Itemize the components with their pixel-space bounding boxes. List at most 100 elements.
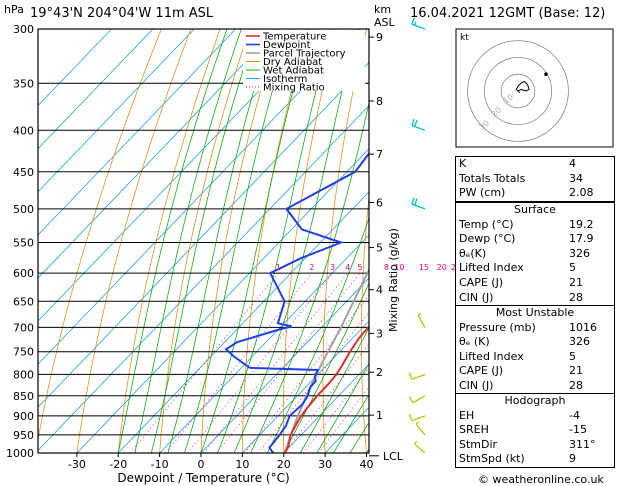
- height-unit-label-asl: ASL: [374, 16, 396, 29]
- mu-value: 5: [569, 349, 576, 363]
- wind-barb: [415, 421, 426, 436]
- indices-table: K 4 Totals Totals 34 PW (cm) 2.08: [455, 156, 615, 202]
- isotherm-line: [159, 234, 369, 453]
- mu-row: CAPE (J) 21: [456, 364, 614, 379]
- pressure-label: 900: [13, 410, 34, 423]
- hodo-label: SREH: [459, 423, 489, 437]
- mixing-ratio-axis-label: Mixing Ratio (g/kg): [387, 228, 400, 332]
- isotherm-line: [200, 277, 369, 453]
- height-tick-label: 1: [376, 409, 383, 422]
- isotherm-line: [38, 29, 278, 279]
- wind-barb-flag: [408, 396, 414, 404]
- hodograph-unit-label: kt: [460, 33, 469, 43]
- legend-background: [243, 30, 365, 91]
- surface-label: Temp (°C): [459, 217, 514, 231]
- wind-barb-flag: [411, 197, 415, 205]
- isotherm-line: [76, 148, 369, 453]
- mu-row: Pressure (mb) 1016: [456, 321, 614, 336]
- skewt-axes: 1234581015202530035040045050055060065070…: [4, 3, 461, 485]
- wind-barb-flag: [411, 118, 415, 126]
- legend-entry: Dewpoint: [263, 40, 311, 51]
- mu-label: Lifted Index: [459, 349, 524, 363]
- surface-value: 5: [569, 261, 576, 275]
- surface-row: CIN (J) 28: [456, 291, 614, 306]
- wind-barb-flag: [415, 421, 420, 425]
- dry-adiabat-line: [435, 29, 455, 453]
- height-tick-label: 8: [376, 95, 383, 108]
- mu-label: θₑ (K): [459, 335, 490, 349]
- surface-value: 326: [569, 246, 590, 260]
- height-tick-label: 9: [376, 31, 383, 44]
- mixing-ratio-line: [129, 272, 279, 453]
- temp-tick-label: 40: [360, 458, 374, 471]
- isotherm-line: [38, 29, 112, 107]
- wind-barb-flag: [408, 372, 413, 380]
- wind-barb-staff: [412, 395, 426, 404]
- pressure-label: 800: [13, 368, 34, 381]
- wind-barb-flag: [413, 440, 418, 445]
- wet-adiabat-line: [316, 362, 369, 453]
- mixing-ratio-line: [203, 272, 349, 453]
- wind-barb-staff: [411, 124, 426, 131]
- hodograph-title: Hodograph: [504, 394, 566, 407]
- wind-barb-staff: [411, 203, 426, 210]
- mu-row: Lifted Index 5: [456, 350, 614, 365]
- datetime-title: 16.04.2021 12GMT (Base: 12): [410, 6, 606, 21]
- legend-entry: Mixing Ratio: [263, 83, 325, 94]
- hodograph-ring: [467, 40, 569, 142]
- temperature-line: [283, 324, 369, 453]
- surface-row: θₑ(K) 326: [456, 247, 614, 262]
- surface-table: Surface Temp (°C) 19.2 Dewp (°C) 17.9 θₑ(K) 3…: [455, 202, 615, 307]
- pressure-label: 950: [13, 429, 34, 442]
- hodo-value: 311°: [569, 437, 596, 451]
- hodograph-ring: [500, 73, 536, 109]
- mu-row: CIN (J) 28: [456, 379, 614, 394]
- legend-entry: Dry Adiabat: [263, 57, 322, 68]
- mixing-ratio-label: 20: [437, 263, 447, 272]
- wind-barb: [408, 372, 426, 380]
- dewpoint-line: [224, 151, 369, 453]
- isotherm-line: [242, 320, 369, 453]
- index-value: 34: [569, 171, 583, 185]
- wet-adiabat-line: [299, 327, 369, 453]
- mu-label: CIN (J): [459, 378, 494, 392]
- index-label: PW (cm): [459, 186, 506, 200]
- isotherm-line: [38, 29, 195, 193]
- hodo-label: StmDir: [459, 437, 498, 451]
- index-row: PW (cm) 2.08: [456, 186, 614, 201]
- dry-adiabat-line: [76, 29, 192, 453]
- mixing-ratio-line: [187, 272, 333, 453]
- legend-entry: Temperature: [262, 32, 326, 43]
- temp-tick-label: 0: [198, 458, 205, 471]
- lcl-label: LCL: [383, 450, 404, 463]
- pressure-label: 600: [13, 267, 34, 280]
- wind-barb-staff: [414, 443, 426, 454]
- height-tick-label: 7: [376, 148, 383, 161]
- wind-barb: [408, 413, 426, 422]
- pressure-label: 550: [13, 236, 34, 249]
- wind-barb-staff: [417, 314, 426, 328]
- hodo-row: StmSpd (kt) 9: [456, 452, 614, 467]
- height-tick-label: 2: [376, 366, 383, 379]
- surface-title: Surface: [514, 203, 556, 216]
- legend-entry: Wet Adiabat: [263, 66, 324, 77]
- pressure-label: 300: [13, 23, 34, 36]
- most-unstable-title: Most Unstable: [495, 306, 575, 319]
- wind-barb-staff: [411, 415, 426, 422]
- wind-barb-staff: [411, 23, 426, 30]
- wind-barb-flag: [411, 17, 415, 25]
- mixing-ratio-label: 2: [309, 263, 314, 272]
- surface-value: 19.2: [569, 217, 594, 231]
- temp-tick-label: -30: [68, 458, 86, 471]
- mixing-ratio-label: 3: [330, 263, 335, 272]
- pressure-label: 850: [13, 390, 34, 403]
- pressure-label: 650: [13, 295, 34, 308]
- legend-entry: Isotherm: [263, 74, 307, 85]
- mixing-ratio-label: 15: [419, 263, 429, 272]
- surface-value: 17.9: [569, 232, 594, 246]
- index-value: 4: [569, 157, 576, 170]
- wind-barb: [417, 312, 426, 328]
- surface-row: Lifted Index 5: [456, 261, 614, 276]
- pressure-label: 350: [13, 77, 34, 90]
